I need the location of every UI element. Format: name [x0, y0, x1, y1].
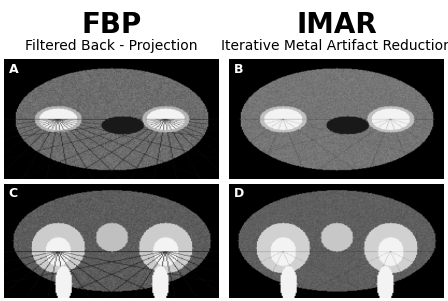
Text: C: C	[9, 187, 18, 200]
Text: Iterative Metal Artifact Reduction: Iterative Metal Artifact Reduction	[221, 39, 448, 53]
Text: D: D	[234, 187, 244, 200]
Text: IMAR: IMAR	[296, 11, 377, 39]
Text: B: B	[234, 63, 243, 76]
Text: A: A	[9, 63, 18, 76]
Text: FBP: FBP	[82, 11, 142, 39]
Text: Filtered Back - Projection: Filtered Back - Projection	[26, 39, 198, 53]
